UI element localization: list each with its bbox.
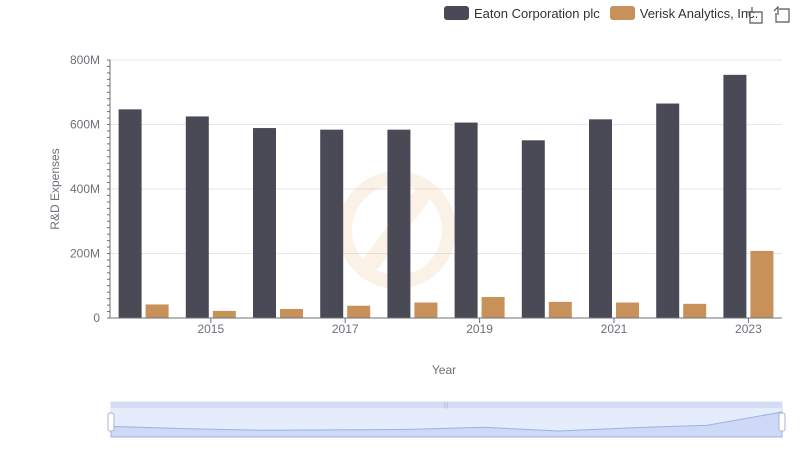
bar-verisk-2018[interactable] [414, 302, 438, 318]
data-zoom-preview-area [110, 411, 783, 438]
legend-label-verisk: Verisk Analytics, Inc. [639, 5, 759, 21]
bar-eaton-2020[interactable] [521, 140, 545, 318]
bar-verisk-2022[interactable] [683, 303, 707, 318]
bar-verisk-2023[interactable] [750, 250, 774, 318]
bar-eaton-2015[interactable] [185, 116, 209, 318]
x-axis-title: Year [432, 363, 456, 377]
data-zoom-handle-left[interactable] [107, 412, 115, 432]
legend-swatch-eaton [444, 6, 469, 20]
bar-eaton-2018[interactable] [387, 129, 411, 318]
data-zoom-grip-icon: ||| [444, 403, 449, 409]
y-tick-label: 0 [93, 311, 100, 325]
legend-item-verisk[interactable]: Verisk Analytics, Inc. [609, 5, 759, 21]
y-tick-label: 600M [70, 118, 100, 132]
restore-icon[interactable] [773, 6, 791, 24]
bar-eaton-2017[interactable] [320, 129, 344, 318]
x-tick-label: 2023 [735, 322, 762, 336]
data-zoom-handle-right[interactable] [778, 412, 786, 432]
bar-verisk-2019[interactable] [481, 297, 505, 318]
bar-verisk-2021[interactable] [616, 302, 639, 318]
grid-lines [110, 59, 782, 319]
y-tick-labels: 0 200M 400M 600M 800M [70, 53, 100, 325]
x-tick-labels: 2015 2017 2019 2021 2023 [197, 322, 762, 336]
bar-eaton-2016[interactable] [253, 128, 276, 318]
bar-verisk-2017[interactable] [347, 305, 371, 318]
legend-swatch-verisk [609, 6, 635, 20]
x-tick-label: 2021 [601, 322, 628, 336]
bar-eaton-2022[interactable] [656, 103, 680, 318]
x-tick-label: 2015 [197, 322, 224, 336]
legend-label-eaton: Eaton Corporation plc [474, 5, 600, 21]
bars [118, 74, 774, 319]
bar-verisk-2016[interactable] [280, 308, 303, 318]
y-axis-title: R&D Expenses [48, 148, 62, 229]
x-tick-label: 2019 [466, 322, 493, 336]
zoom-icon[interactable] [746, 6, 764, 24]
legend-item-eaton[interactable]: Eaton Corporation plc [444, 6, 600, 21]
bar-verisk-2020[interactable] [548, 301, 572, 318]
data-zoom-slider[interactable]: ||| [107, 401, 786, 438]
x-tick-label: 2017 [332, 322, 359, 336]
axes [107, 59, 782, 323]
y-tick-label: 200M [70, 247, 100, 261]
y-tick-label: 400M [70, 182, 100, 196]
bar-verisk-2015[interactable] [212, 310, 236, 318]
bar-verisk-2014[interactable] [145, 304, 169, 318]
y-tick-label: 800M [70, 53, 100, 67]
bar-eaton-2019[interactable] [454, 122, 478, 318]
data-zoom-top-bar[interactable] [111, 402, 782, 408]
bar-eaton-2021[interactable] [589, 119, 612, 318]
legend: Eaton Corporation plc Verisk Analytics, … [444, 4, 768, 22]
bar-eaton-2014[interactable] [118, 109, 142, 318]
bar-eaton-2023[interactable] [723, 74, 747, 319]
